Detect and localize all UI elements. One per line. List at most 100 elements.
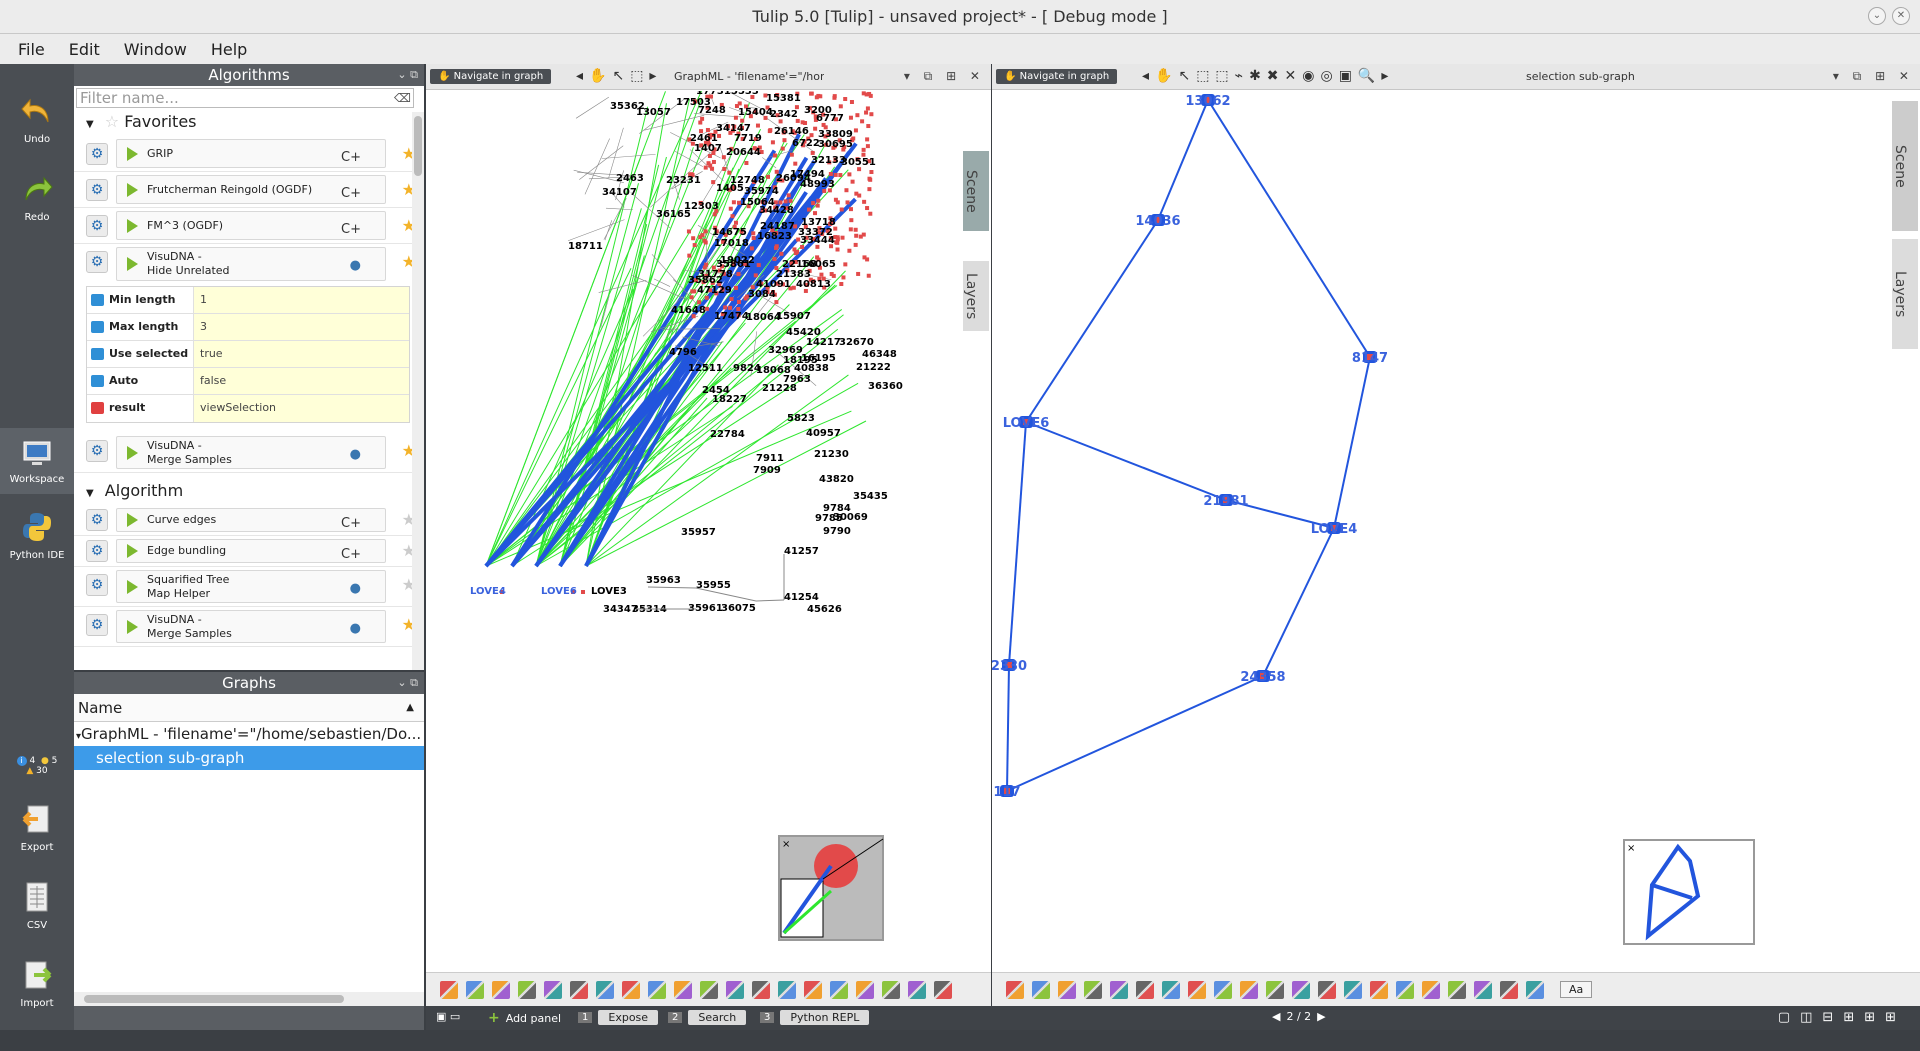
graph-edge[interactable] [665, 324, 678, 338]
gear-icon[interactable]: ⚙ [86, 574, 108, 596]
graph-node[interactable] [687, 137, 692, 142]
graph-node[interactable] [774, 266, 779, 271]
interactor-tools[interactable]: ◂✋↖⬚⬚⌁✱✖✕◉◎▣🔍▸ [1142, 68, 1395, 84]
graph-edge[interactable] [729, 107, 745, 114]
graph-node[interactable] [687, 253, 692, 258]
graph-node[interactable] [813, 114, 818, 119]
graph-node[interactable] [719, 102, 724, 107]
graph-node[interactable] [811, 201, 816, 206]
graph-node[interactable] [690, 141, 695, 146]
graph-edge[interactable] [755, 599, 785, 602]
add-panel-button[interactable]: + Add panel [488, 1010, 561, 1026]
graph-node[interactable] [853, 227, 858, 232]
graph-edge[interactable] [609, 190, 625, 208]
graph-node[interactable] [809, 91, 814, 96]
graph-node[interactable] [736, 272, 741, 277]
graph-node[interactable] [722, 167, 727, 172]
graph-node[interactable] [861, 91, 866, 96]
graph-node[interactable] [832, 144, 837, 149]
graph-node[interactable] [753, 109, 758, 114]
graph-node[interactable] [763, 93, 768, 98]
graph-edge[interactable] [559, 270, 846, 567]
graph-node[interactable] [848, 227, 853, 232]
redo-button[interactable]: Redo [0, 172, 74, 223]
graph-node[interactable] [706, 139, 711, 144]
view1-canvas[interactable]: 35362 13057 17731 17503 7248 5533 15404 2342 153… [426, 91, 991, 972]
graph-node[interactable] [744, 104, 749, 109]
graph-node[interactable] [803, 288, 808, 293]
graph-node[interactable] [774, 244, 779, 249]
graph-node[interactable] [826, 132, 831, 137]
gear-icon[interactable]: ⚙ [86, 179, 108, 201]
font-icon[interactable] [1266, 980, 1284, 999]
graph-node[interactable] [728, 305, 733, 310]
graph-edge[interactable] [579, 145, 624, 180]
graph-edge[interactable] [644, 114, 705, 131]
graph-edge[interactable] [1025, 219, 1159, 423]
graph-node[interactable] [731, 200, 736, 205]
graph-node[interactable] [759, 281, 764, 286]
graph-node[interactable] [833, 172, 838, 177]
graph-node[interactable] [843, 262, 848, 267]
graph-node[interactable] [734, 220, 739, 225]
graph-edge[interactable] [577, 171, 631, 176]
graph-node[interactable] [746, 204, 751, 209]
graph-edge[interactable] [1006, 664, 1010, 792]
csv-button[interactable]: CSV [0, 880, 74, 931]
graph-node[interactable] [776, 178, 781, 183]
graph-edge[interactable] [682, 336, 719, 347]
graph-node[interactable] [788, 198, 793, 203]
graph-tree-root[interactable]: ▾GraphML - 'filename'="/home/sebastien/D… [74, 722, 424, 746]
undo-button[interactable]: Undo [0, 94, 74, 145]
graph-node[interactable] [829, 272, 834, 277]
graph-node[interactable] [748, 114, 753, 119]
graph-node[interactable] [848, 207, 853, 212]
arrow-icon[interactable] [1032, 980, 1050, 999]
graph-node[interactable] [773, 205, 778, 210]
graph-node[interactable] [751, 235, 756, 240]
graph-node[interactable] [717, 133, 722, 138]
graph-node[interactable] [700, 116, 705, 121]
graph-node[interactable] [731, 261, 736, 266]
graph-node[interactable] [833, 157, 838, 162]
graph-node[interactable] [865, 144, 870, 149]
graph-edge[interactable] [683, 270, 743, 276]
graph-node[interactable] [837, 138, 842, 143]
graph-node[interactable] [848, 115, 853, 120]
param-min-length[interactable]: Min length 1 [87, 287, 409, 314]
scene-tab[interactable]: Scene [963, 151, 989, 231]
run-icon[interactable] [127, 619, 138, 634]
menu-window[interactable]: Window [123, 39, 187, 59]
graph-node[interactable] [721, 271, 726, 276]
frame-icon[interactable] [570, 980, 588, 999]
graph-node[interactable] [849, 99, 854, 104]
graph-node[interactable] [778, 200, 783, 205]
run-icon[interactable] [127, 257, 138, 271]
graph-node[interactable] [868, 177, 873, 182]
menu-edit[interactable]: Edit [68, 39, 100, 59]
graph-edge[interactable] [485, 268, 632, 567]
graph-node[interactable] [732, 124, 737, 129]
graph-node[interactable] [751, 179, 756, 184]
graph-edge[interactable] [758, 112, 816, 153]
graph-node[interactable] [857, 167, 862, 172]
graph-node[interactable] [869, 112, 874, 117]
graph-node[interactable] [733, 285, 738, 290]
scale-icon[interactable] [1396, 980, 1414, 999]
graph-node[interactable] [702, 265, 707, 270]
pin-icon[interactable] [492, 980, 510, 999]
arrow-icon[interactable] [882, 980, 900, 999]
right-arrow-icon[interactable] [518, 980, 536, 999]
graph-node[interactable] [728, 130, 733, 135]
graph-node[interactable] [825, 228, 830, 233]
graph-node[interactable] [699, 129, 704, 134]
label-icon[interactable] [1214, 980, 1232, 999]
graph-edge[interactable] [588, 176, 636, 180]
graph-edge[interactable] [1225, 499, 1335, 529]
color-mapping-icon[interactable] [440, 980, 458, 999]
graph-edge[interactable] [662, 328, 721, 330]
layout-icon[interactable] [1162, 980, 1180, 999]
graph-node[interactable] [774, 231, 779, 236]
panel-layout-icons[interactable]: ▢◫⊟⊞⊞⊞ [1777, 1010, 1906, 1025]
expand-icon[interactable]: ▾ [76, 731, 82, 742]
